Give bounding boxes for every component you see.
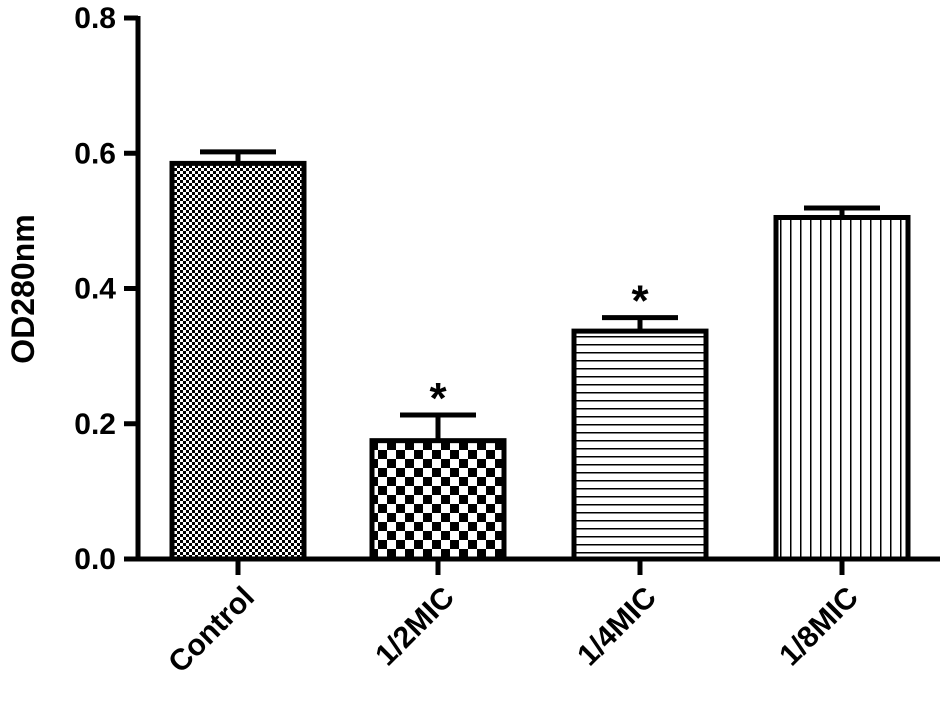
x-axis: Control 1/2MIC 1/4MIC 1/8MIC — [136, 556, 940, 680]
x-tick-label: Control — [162, 581, 261, 680]
y-tick-label: 0.6 — [74, 137, 116, 170]
bars: ** — [169, 149, 911, 562]
y-axis-title: OD280nm — [5, 214, 41, 363]
y-axis: 0.0 0.2 0.4 0.6 0.8 — [74, 2, 141, 576]
y-tick-label: 0.0 — [74, 543, 116, 576]
significance-marker: * — [631, 277, 649, 326]
significance-marker: * — [429, 374, 447, 423]
bar — [169, 160, 307, 562]
bar — [369, 438, 507, 562]
x-tick-label: 1/2MIC — [369, 581, 461, 673]
y-tick-label: 0.4 — [74, 273, 116, 306]
x-tick-label: 1/8MIC — [773, 581, 865, 673]
x-tick-label: 1/4MIC — [571, 581, 663, 673]
bar — [773, 214, 911, 562]
bar — [571, 328, 709, 562]
y-tick-label: 0.2 — [74, 408, 116, 441]
y-tick-label: 0.8 — [74, 2, 116, 35]
